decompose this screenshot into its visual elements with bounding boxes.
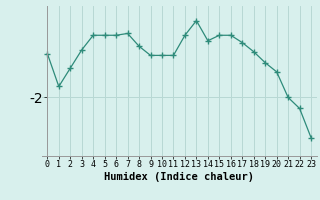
X-axis label: Humidex (Indice chaleur): Humidex (Indice chaleur) (104, 172, 254, 182)
